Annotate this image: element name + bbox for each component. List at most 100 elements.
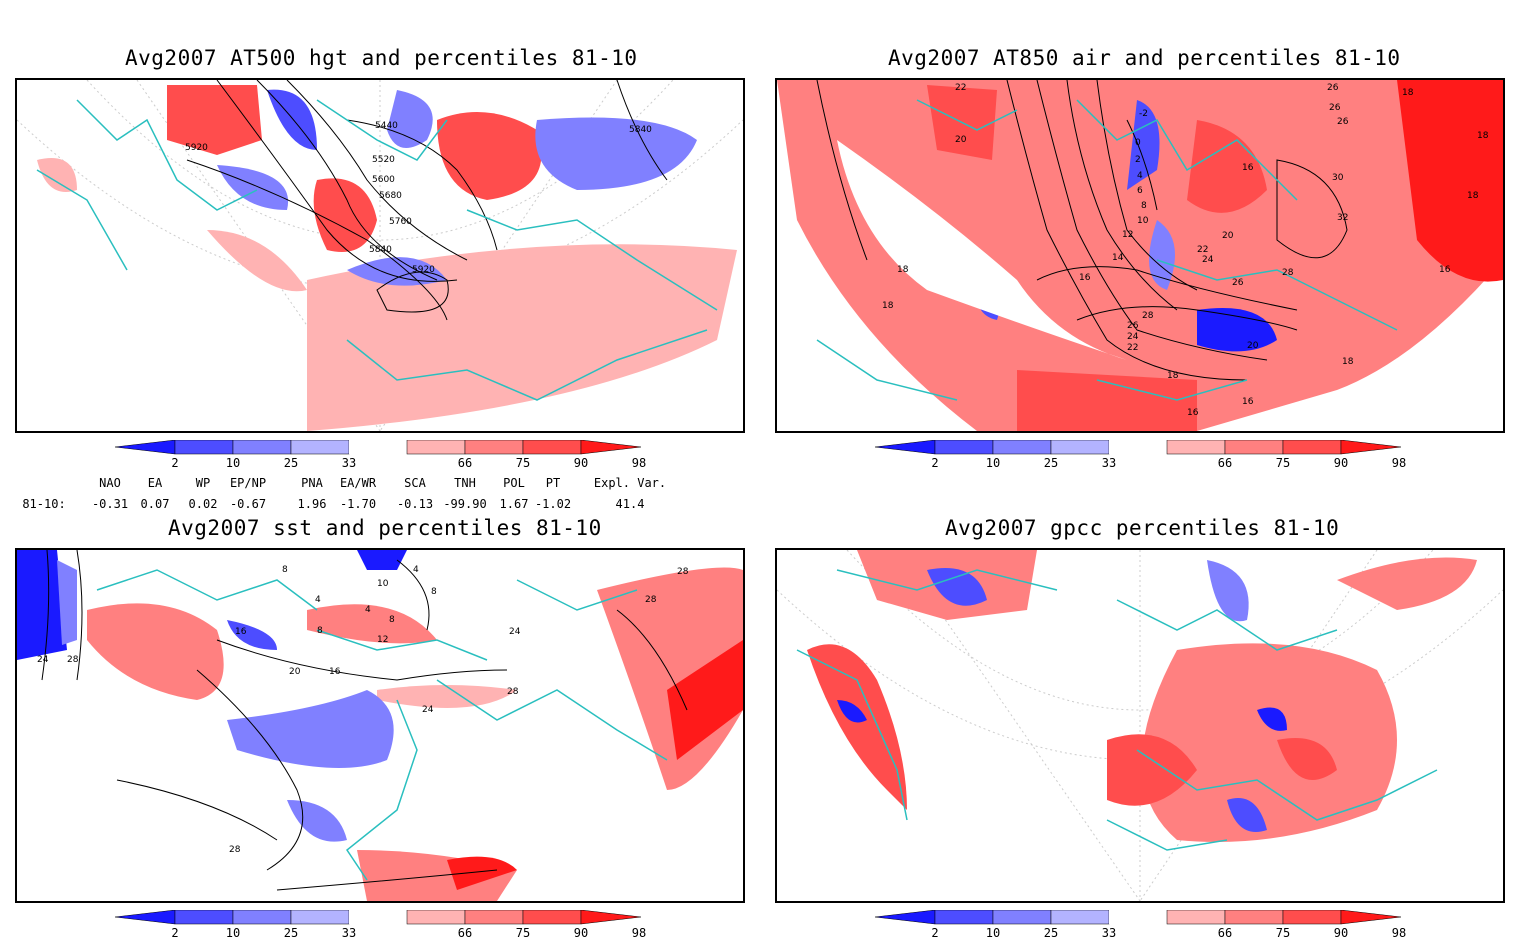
contour-label: 5840	[369, 245, 392, 255]
warm-anomaly	[1017, 370, 1197, 431]
colorbar-tick-label: 75	[1275, 456, 1291, 470]
colorbar-tick-label: 10	[225, 926, 241, 940]
panel-title-hgt: Avg2007 AT500 hgt and percentiles 81-10	[125, 46, 638, 70]
colorbar-segment	[290, 440, 350, 455]
teleconnection-header: TNH	[454, 476, 476, 490]
contour-label: 8	[317, 626, 323, 636]
contour-label: 16	[1439, 265, 1451, 275]
teleconnection-value: -0.31	[91, 497, 129, 511]
sst-contour	[396, 559, 430, 631]
colorbar-segment	[1109, 440, 1167, 454]
height-contour	[256, 80, 438, 281]
height-contour	[616, 80, 668, 181]
contour-label: 22	[955, 83, 966, 93]
contour-label: 5440	[375, 121, 398, 131]
contour-label: 28	[645, 595, 657, 605]
cool-anomaly	[1197, 308, 1277, 352]
warm-anomaly	[307, 604, 437, 644]
teleconnection-value: -0.67	[229, 497, 267, 511]
teleconnection-header: WP	[195, 476, 211, 490]
colorbar-tick-label: 33	[1101, 926, 1117, 940]
map-sst: 8 4 8 8 12 10 4 8 4 16 20 16 24 28 24 28…	[15, 548, 745, 903]
colorbar-tick-label: 66	[457, 926, 473, 940]
teleconnection-header: EA	[147, 476, 163, 490]
contour-label: -2	[1139, 109, 1148, 119]
contour-label: 10	[377, 579, 389, 589]
cool-anomaly	[357, 550, 407, 570]
colorbar-segment	[406, 440, 466, 455]
colorbar-tick-label: 98	[631, 926, 647, 940]
height-contour	[346, 119, 498, 251]
contour-label: 20	[1222, 231, 1234, 241]
colorbar-tick-label: 2	[931, 456, 939, 470]
contour-label: 28	[677, 567, 689, 577]
colorbar-segment	[290, 910, 350, 925]
colorbar-tick-label: 90	[573, 456, 589, 470]
colorbar-tick-label: 75	[1275, 926, 1291, 940]
colorbar-segment	[1282, 910, 1342, 925]
teleconnection-header: Expl. Var.	[593, 476, 667, 490]
teleconnection-value: -1.70	[339, 497, 377, 511]
cool-anomaly	[347, 257, 447, 286]
cool-anomaly	[1207, 560, 1249, 622]
colorbar-segment	[1166, 440, 1226, 455]
colorbar-air	[875, 440, 1402, 455]
colorbar-segment	[522, 910, 582, 925]
colorbar-arrow-low	[115, 440, 176, 455]
colorbar-arrow-high	[580, 910, 642, 925]
colorbar-tick-label: 75	[515, 926, 531, 940]
temp-contour	[1036, 266, 1298, 311]
contour-label: 8	[282, 565, 288, 575]
colorbar-arrow-high	[1340, 440, 1402, 455]
warm-anomaly	[667, 640, 743, 760]
teleconnection-value: 41.4	[615, 497, 645, 511]
teleconnection-values: 81-10: -0.31 0.07 0.02 -0.67 1.96 -1.70 -0.13 -9…	[0, 497, 700, 511]
warm-anomaly	[1142, 643, 1397, 842]
warm-anomaly	[807, 644, 907, 810]
teleconnection-header: POL	[503, 476, 525, 490]
colorbar-segment	[349, 910, 407, 924]
panel-title-sst: Avg2007 sst and percentiles 81-10	[168, 516, 602, 540]
colorbar-segment	[174, 440, 234, 455]
colorbar-tick-label: 25	[283, 456, 299, 470]
contour-label: 26	[1329, 103, 1341, 113]
temp-contour	[1076, 306, 1298, 331]
contour-label: 12	[1122, 230, 1133, 240]
contour-label: 5760	[389, 217, 412, 227]
colorbar-tick-label: 90	[1333, 926, 1349, 940]
contour-label: 26	[1327, 83, 1339, 93]
colorbar-arrow-high	[580, 440, 642, 455]
colorbar-tick-label: 66	[1217, 926, 1233, 940]
colorbar-segment	[1109, 910, 1167, 924]
contour-label: 4	[413, 565, 419, 575]
cool-anomaly	[1227, 798, 1267, 832]
colorbar-hgt	[115, 440, 642, 455]
colorbar-swatches	[115, 910, 642, 925]
colorbar-segment	[232, 910, 292, 925]
contour-label: 5680	[379, 191, 402, 201]
colorbar-labels-hgt: 2 10 25 33 66 75 90 98	[115, 456, 647, 470]
contour-label: 2	[1135, 155, 1141, 165]
colorbar-tick-label: 2	[171, 926, 179, 940]
warm-anomaly	[1187, 120, 1267, 213]
contour-label: 18	[1477, 131, 1489, 141]
height-contour	[186, 159, 448, 321]
contour-label: 28	[67, 655, 79, 665]
contour-label: 18	[1402, 88, 1414, 98]
colorbar-arrow-low	[875, 910, 936, 925]
colorbar-tick-label: 90	[1333, 456, 1349, 470]
contour-label: 16	[329, 667, 341, 677]
colorbar-sst	[115, 910, 642, 925]
clear-region	[837, 140, 1127, 360]
contour-label: 5600	[372, 175, 395, 185]
colorbar-tick-label: 98	[631, 456, 647, 470]
teleconnection-header: SCA	[404, 476, 426, 490]
teleconnection-value: -99.90	[443, 497, 487, 511]
warm-anomaly	[307, 244, 737, 431]
colorbar-arrow-low	[115, 910, 176, 925]
colorbar-tick-label: 10	[225, 456, 241, 470]
contour-label: 5920	[412, 265, 435, 275]
colorbar-segment	[522, 440, 582, 455]
temp-contour	[1066, 80, 1178, 311]
teleconnection-header: EP/NP	[229, 476, 267, 490]
